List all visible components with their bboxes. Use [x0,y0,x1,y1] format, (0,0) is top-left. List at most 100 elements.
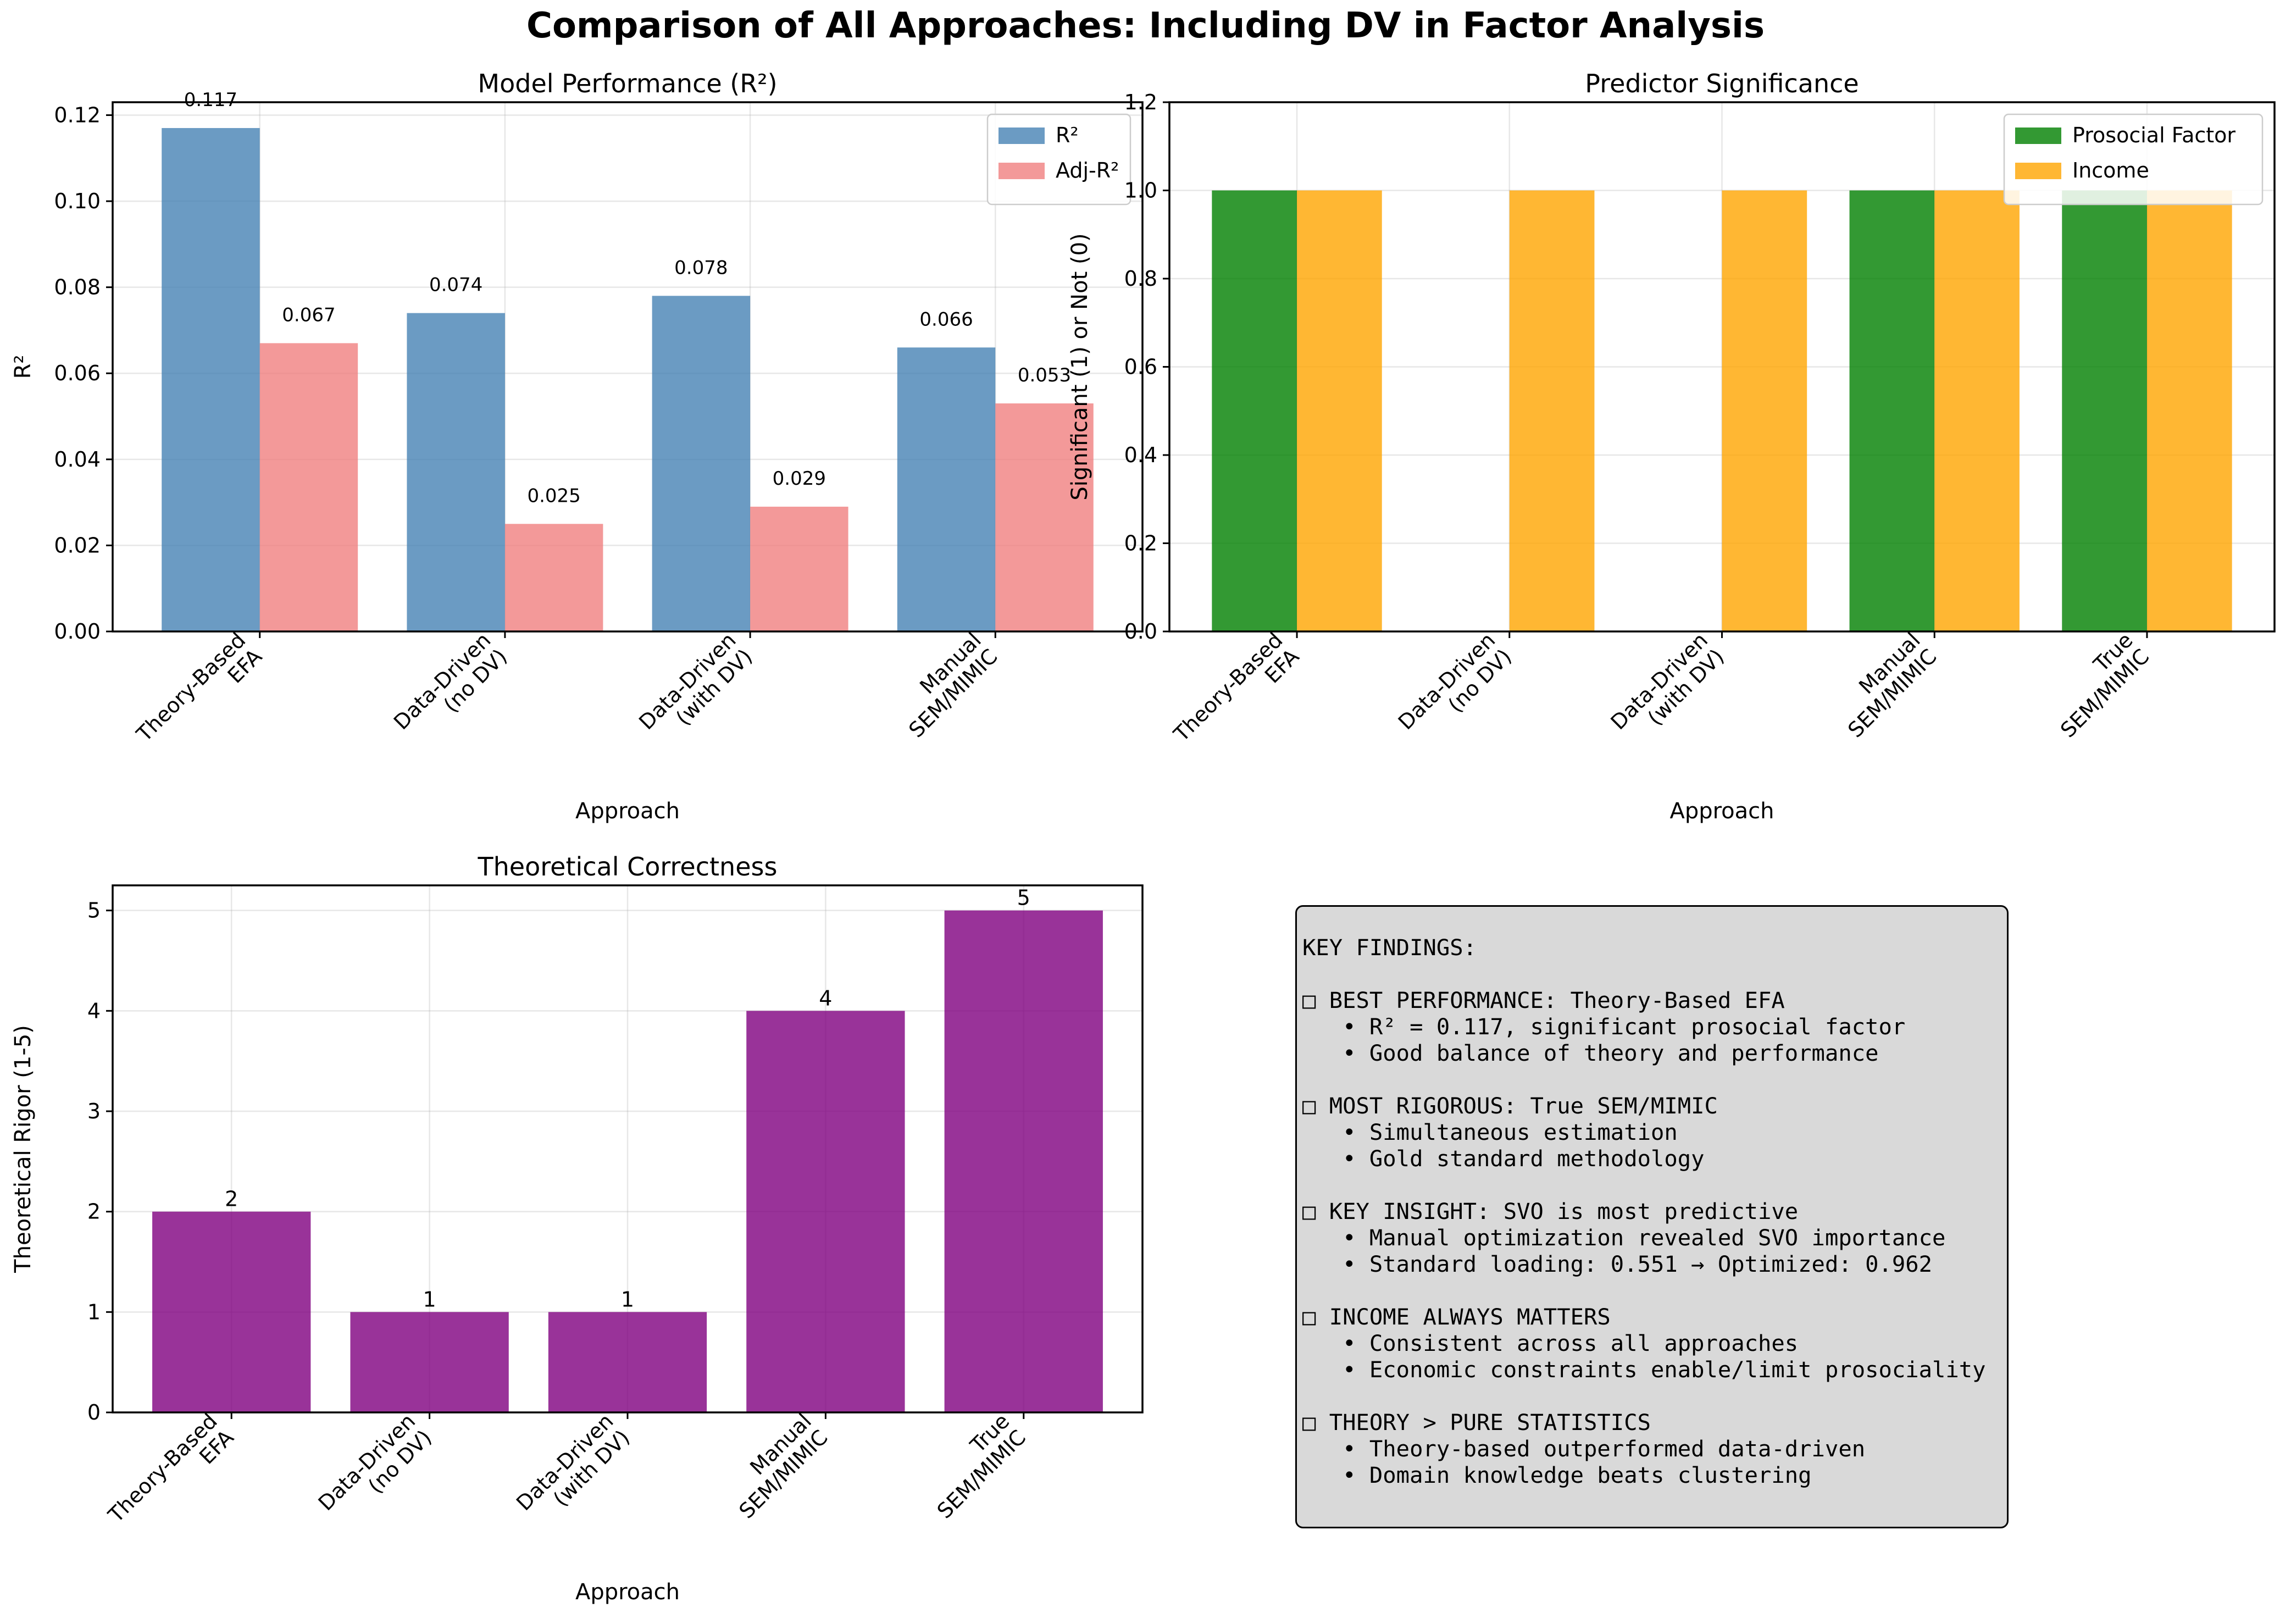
finding-line: □ THEORY > PURE STATISTICS [1302,1409,1651,1435]
panel-title: Model Performance (R²) [478,69,777,98]
y-tick-label: 0.8 [1124,267,1157,291]
bar [750,506,848,631]
finding-line [1302,961,1986,987]
key-findings-box: KEY FINDINGS: □ BEST PERFORMANCE: Theory-… [1295,905,2009,1528]
axes-frame [112,101,1144,633]
y-axis-label-text: Significant (1) or Not (0) [1067,233,1092,500]
y-tick-label: 2 [87,1200,101,1224]
x-tick-label: ManualSEM/MIMIC [888,628,1002,742]
bar-value-label: 0.029 [773,468,826,490]
bar [1297,190,1382,631]
legend-frame [2003,113,2264,206]
finding-line: • Consistent across all approaches [1302,1330,1799,1356]
bar-value-label: 0.066 [919,308,973,330]
bar-value-label: 0.078 [674,257,728,279]
bar [162,128,260,632]
panel-title: Predictor Significance [1585,69,1859,98]
y-tick-label: 1.0 [1124,179,1157,203]
finding-line: • Manual optimization revealed SVO impor… [1302,1224,1946,1251]
finding-line: • Domain knowledge beats clustering [1302,1462,1812,1488]
y-tick-label: 0.0 [1124,619,1157,644]
bar [2062,190,2147,631]
finding-line: • Gold standard methodology [1302,1145,1705,1172]
y-tick-label: 0.02 [54,533,101,557]
finding-line: KEY FINDINGS: [1302,934,1477,961]
x-tick-label: TrueSEM/MIMIC [916,1409,1030,1523]
bar-value-label: 0.053 [1018,364,1071,386]
bar [504,524,603,631]
bar [1934,190,2020,631]
bar-value-label: 1 [621,1287,634,1311]
finding-line: • Simultaneous estimation [1302,1119,1678,1145]
x-tick-label: Theory-BasedEFA [131,628,267,763]
x-axis-label: Approach [1669,799,1774,824]
y-tick-label: 1 [87,1300,101,1324]
legend-swatch [2015,128,2061,144]
bar [995,403,1094,631]
y-tick-label: 0.00 [54,619,101,644]
bar [407,313,505,631]
x-tick-label: Data-Driven(with DV) [512,1409,634,1532]
x-tick-label-text: Theory-BasedEFA [131,628,267,763]
x-tick-label: Theory-BasedEFA [1169,628,1304,763]
x-tick-label-text: Data-Driven(with DV) [634,628,757,751]
y-axis-label: R² [10,355,36,379]
bar-value-label: 0.117 [184,89,237,111]
y-tick-label: 1.2 [1124,90,1157,114]
y-tick-label: 5 [87,899,101,923]
x-tick-label: Data-Driven(with DV) [634,628,757,751]
finding-line [1302,1172,1986,1198]
x-axis-label: Approach [575,799,680,824]
x-tick-label-line: Theory-Based [131,628,250,747]
y-axis-label-text: Theoretical Rigor (1-5) [10,1025,36,1273]
x-tick-label: Data-Driven(no DV) [314,1409,436,1532]
y-tick-label: 0.04 [54,447,101,472]
legend: R² Adj-R² [986,113,1131,206]
bar [152,1211,311,1412]
bar-value-label: 4 [819,986,832,1010]
y-tick-label: 0.4 [1124,443,1157,467]
legend-entry: Prosocial Factor [2072,123,2235,147]
legend-entry: Income [2072,158,2149,182]
bar-value-label: 0.025 [527,485,580,507]
y-tick-label: 0.6 [1124,355,1157,379]
y-axis-label: Significant (1) or Not (0) [1067,233,1092,500]
bar [1849,190,1935,631]
finding-line: • Standard loading: 0.551 → Optimized: 0… [1302,1251,1933,1277]
x-tick-label-text: Data-Driven(no DV) [314,1409,436,1532]
x-tick-label: TrueSEM/MIMIC [2056,628,2154,742]
finding-line: • R² = 0.117, significant prosocial fact… [1302,1013,1906,1040]
key-findings-text: KEY FINDINGS: □ BEST PERFORMANCE: Theory-… [1302,934,1986,1488]
figure-title: Comparison of All Approaches: Including … [526,5,1765,46]
bar [2146,190,2232,631]
bar [350,1312,509,1412]
finding-line [1302,1383,1986,1409]
x-tick-label-text: Theory-BasedEFA [1169,628,1304,763]
y-axis-label-text: R² [10,355,36,379]
y-tick-label: 0.08 [54,275,101,300]
bar-value-label: 0.074 [429,274,482,296]
finding-line: • Good balance of theory and performance [1302,1040,1879,1066]
finding-line: □ KEY INSIGHT: SVO is most predictive [1302,1198,1799,1224]
x-tick-label-text: Theory-BasedEFA [103,1409,238,1544]
bar [1509,190,1595,631]
finding-line [1302,1066,1986,1093]
bar [1212,190,1297,631]
x-tick-label-text: TrueSEM/MIMIC [916,1409,1030,1523]
y-tick-label: 0.12 [54,103,101,127]
y-tick-label: 0.06 [54,361,101,385]
bar [259,343,358,631]
bar [548,1312,707,1412]
bar [897,347,996,631]
y-axis-label: Theoretical Rigor (1-5) [10,1025,36,1273]
y-tick-label: 0.2 [1124,531,1157,556]
x-tick-label-text: Data-Driven(with DV) [512,1409,634,1532]
x-tick-label: ManualSEM/MIMIC [1843,628,1941,742]
x-tick-label-text: ManualSEM/MIMIC [888,628,1002,742]
chart-panel-1: 0.0 0.2 0.4 0.6 0.8 1.0 1.2 Theory-BasedEFA Data… [1067,69,2276,824]
legend-entry: Adj-R² [1056,158,1119,182]
legend-swatch [999,163,1045,179]
x-tick-label: Data-Driven(no DV) [1394,628,1516,735]
